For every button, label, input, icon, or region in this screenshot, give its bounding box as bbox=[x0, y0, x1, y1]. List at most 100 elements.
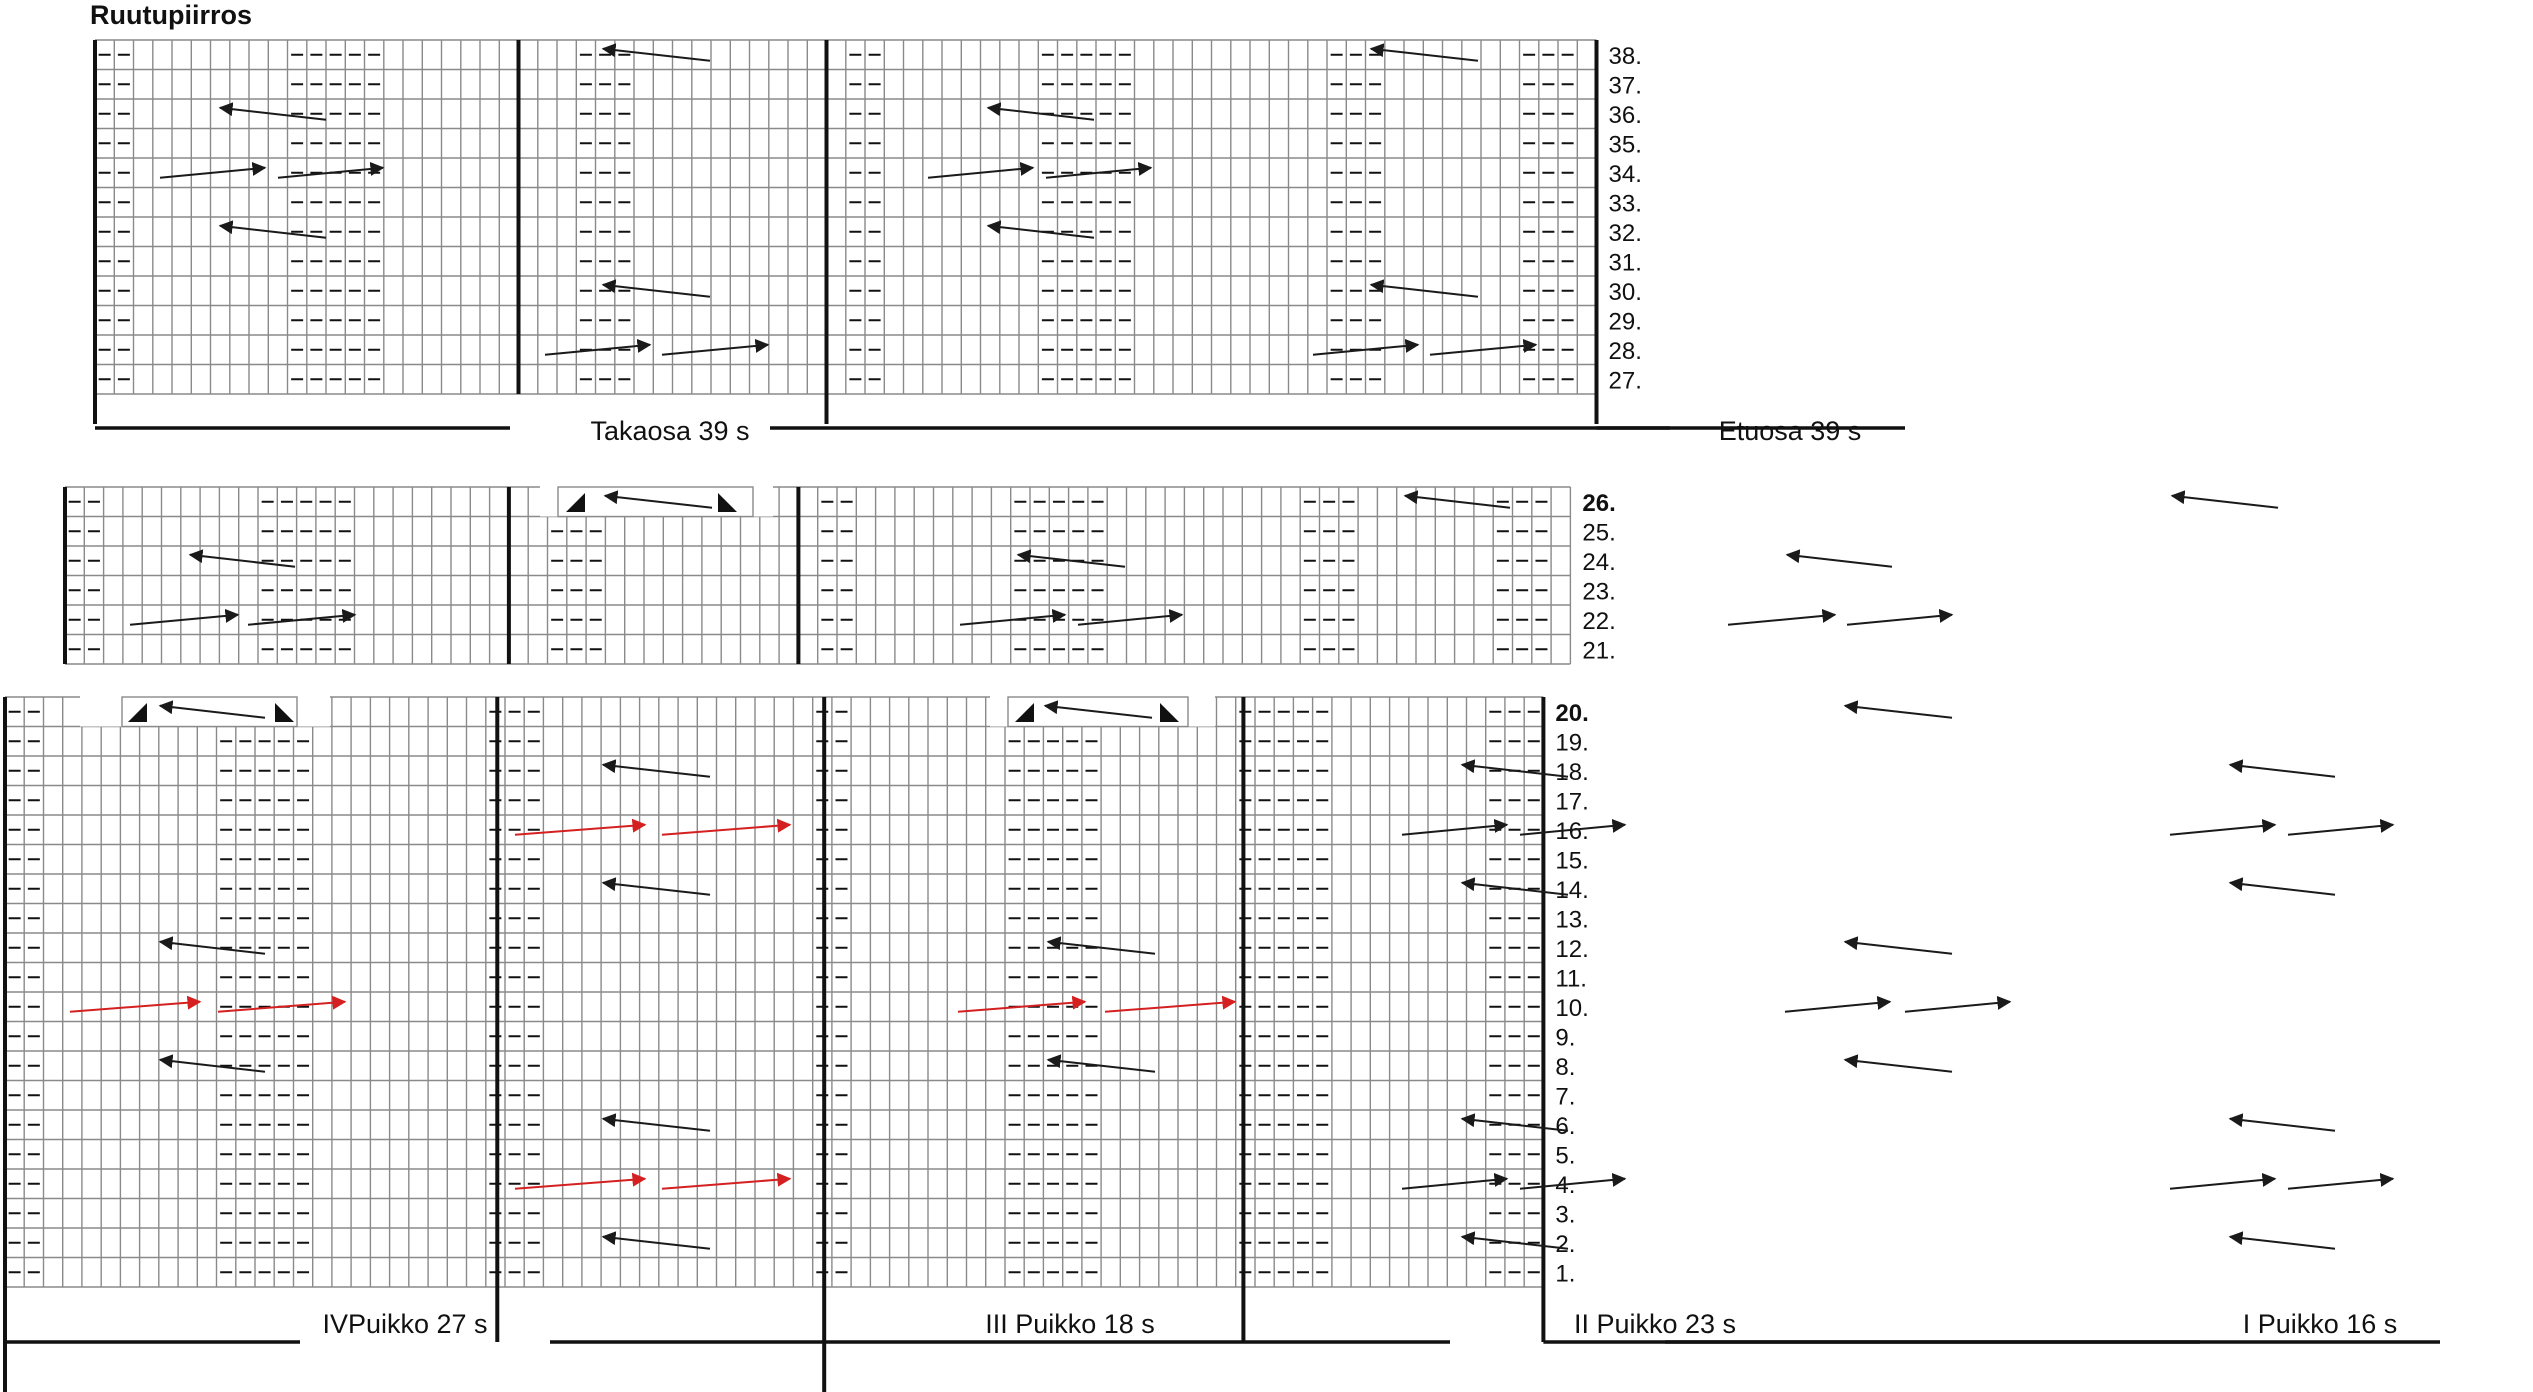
row-number: 12. bbox=[1555, 936, 1588, 963]
row-number: 18. bbox=[1555, 759, 1588, 786]
arrow-icon bbox=[247, 608, 357, 626]
arrow-icon bbox=[1077, 608, 1184, 626]
arrow-icon bbox=[957, 995, 1087, 1013]
arrow-icon bbox=[1843, 936, 1953, 955]
arrow-icon bbox=[514, 1172, 647, 1190]
row-number: 7. bbox=[1555, 1084, 1575, 1111]
arrow-icon bbox=[1846, 608, 1954, 626]
arrow-icon bbox=[2169, 1172, 2277, 1190]
row-number: 38. bbox=[1609, 43, 1642, 70]
arrow-icon bbox=[601, 279, 711, 298]
row-number: 24. bbox=[1582, 549, 1615, 576]
arrow-icon bbox=[188, 549, 296, 568]
arrow-icon bbox=[2228, 1231, 2336, 1250]
arrow-icon bbox=[986, 220, 1095, 239]
row-number: 14. bbox=[1555, 877, 1588, 904]
row-number: 33. bbox=[1609, 191, 1642, 218]
arrow-icon bbox=[1369, 279, 1479, 298]
arrow-icon bbox=[601, 1113, 711, 1132]
row-number: 35. bbox=[1609, 132, 1642, 159]
row-number: 22. bbox=[1582, 608, 1615, 635]
arrow-icon bbox=[959, 608, 1067, 626]
arrow-icon bbox=[2287, 1172, 2395, 1190]
row-number: 32. bbox=[1609, 220, 1642, 247]
row-number: 15. bbox=[1555, 848, 1588, 875]
arrow-icon bbox=[1519, 818, 1627, 836]
arrow-icon bbox=[217, 995, 347, 1013]
section-label: Etuosa 39 s bbox=[1719, 416, 1862, 446]
row-number: 1. bbox=[1555, 1261, 1575, 1288]
triangle-icon bbox=[275, 703, 294, 722]
section-label: II Puikko 23 s bbox=[1574, 1309, 1736, 1339]
arrow-icon bbox=[1369, 43, 1479, 62]
row-number: 9. bbox=[1555, 1025, 1575, 1052]
row-number: 29. bbox=[1609, 309, 1642, 336]
arrow-icon bbox=[158, 936, 266, 955]
section-label: III Puikko 18 s bbox=[985, 1309, 1155, 1339]
row-number: 17. bbox=[1555, 789, 1588, 816]
triangle-icon bbox=[1160, 703, 1179, 722]
arrow-icon bbox=[601, 877, 711, 896]
arrow-icon bbox=[1401, 818, 1509, 836]
arrow-icon bbox=[544, 338, 652, 356]
arrow-icon bbox=[218, 220, 327, 239]
arrow-icon bbox=[1460, 877, 1569, 896]
arrow-icon bbox=[603, 490, 713, 509]
row-number: 10. bbox=[1555, 995, 1588, 1022]
triangle-icon bbox=[128, 703, 147, 722]
row-number: 31. bbox=[1609, 250, 1642, 277]
decrease-box bbox=[121, 696, 298, 728]
arrow-icon bbox=[1843, 700, 1953, 719]
arrow-icon bbox=[661, 1172, 792, 1190]
arrow-icon bbox=[129, 608, 240, 626]
row-number: 20. bbox=[1555, 700, 1588, 727]
arrow-icon bbox=[1104, 995, 1237, 1013]
arrow-icon bbox=[1904, 995, 2012, 1013]
page-title: Ruutupiirros bbox=[90, 0, 252, 30]
arrow-icon bbox=[159, 161, 267, 179]
arrow-icon bbox=[2228, 1113, 2336, 1132]
row-number: 2. bbox=[1555, 1231, 1575, 1258]
arrow-icon bbox=[1046, 1054, 1156, 1073]
arrow-icon bbox=[1460, 1113, 1569, 1132]
arrow-icon bbox=[986, 102, 1095, 121]
arrow-icon bbox=[1045, 161, 1153, 179]
section-label: I Puikko 16 s bbox=[2243, 1309, 2398, 1339]
row-number: 21. bbox=[1582, 638, 1615, 665]
arrow-icon bbox=[2228, 759, 2336, 778]
arrow-icon bbox=[1312, 338, 1420, 356]
triangle-icon bbox=[1015, 703, 1034, 722]
arrow-icon bbox=[601, 1231, 711, 1250]
triangle-icon bbox=[566, 493, 585, 512]
row-number: 13. bbox=[1555, 907, 1588, 934]
row-number: 5. bbox=[1555, 1143, 1575, 1170]
arrow-icon bbox=[1460, 1231, 1569, 1250]
arrow-icon bbox=[1519, 1172, 1627, 1190]
arrow-icon bbox=[1727, 608, 1837, 626]
arrow-icon bbox=[1046, 936, 1156, 955]
arrow-icon bbox=[514, 818, 647, 836]
row-number: 4. bbox=[1555, 1172, 1575, 1199]
row-number: 27. bbox=[1609, 368, 1642, 395]
arrow-icon bbox=[1785, 549, 1893, 568]
row-number: 37. bbox=[1609, 73, 1642, 100]
decrease-box bbox=[557, 486, 754, 518]
row-number: 6. bbox=[1555, 1113, 1575, 1140]
arrow-icon bbox=[1016, 549, 1126, 568]
row-number: 25. bbox=[1582, 520, 1615, 547]
arrow-icon bbox=[218, 102, 327, 121]
arrow-icon bbox=[1843, 1054, 1953, 1073]
arrow-icon bbox=[1460, 759, 1569, 778]
arrow-icon bbox=[661, 338, 770, 356]
row-number: 34. bbox=[1609, 161, 1642, 188]
arrow-icon bbox=[158, 700, 266, 719]
arrow-icon bbox=[661, 818, 792, 836]
triangle-icon bbox=[718, 493, 737, 512]
arrow-icon bbox=[2169, 818, 2277, 836]
row-number: 19. bbox=[1555, 730, 1588, 757]
arrow-icon bbox=[1403, 490, 1511, 509]
section-label: Takaosa 39 s bbox=[590, 416, 749, 446]
arrow-icon bbox=[277, 161, 385, 179]
arrow-icon bbox=[927, 161, 1035, 179]
